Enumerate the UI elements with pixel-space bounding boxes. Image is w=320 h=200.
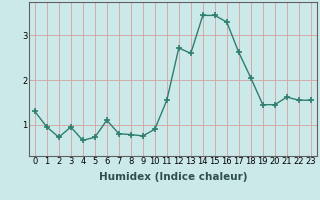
X-axis label: Humidex (Indice chaleur): Humidex (Indice chaleur) bbox=[99, 172, 247, 182]
